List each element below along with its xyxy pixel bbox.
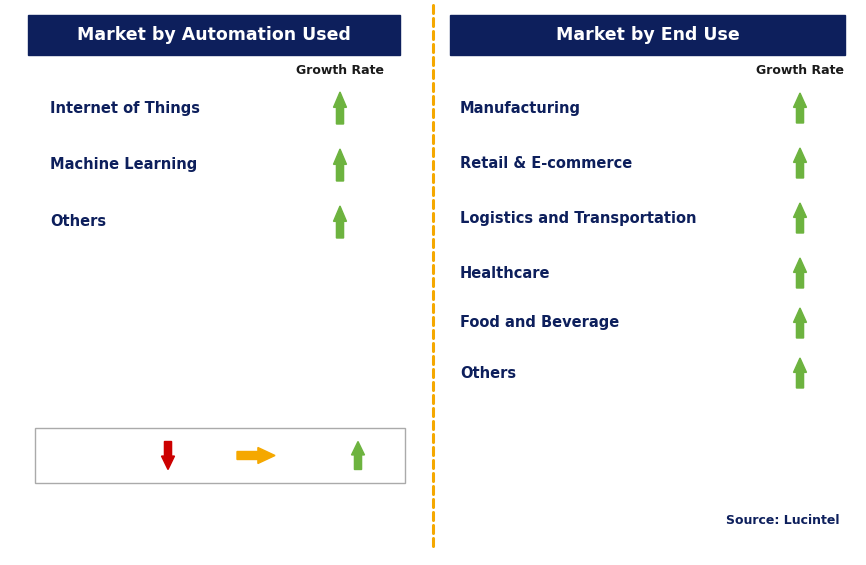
Text: Market by Automation Used: Market by Automation Used (77, 26, 351, 44)
Text: Food and Beverage: Food and Beverage (460, 315, 619, 331)
Polygon shape (793, 148, 806, 178)
Polygon shape (161, 441, 175, 470)
Polygon shape (793, 308, 806, 338)
Text: Others: Others (50, 215, 107, 229)
Polygon shape (333, 206, 346, 238)
Bar (28, 15, 400, 55)
Text: Negative: Negative (100, 433, 159, 446)
Text: Source: Lucintel: Source: Lucintel (727, 514, 840, 527)
Polygon shape (237, 447, 275, 463)
Text: Growth Rate: Growth Rate (296, 63, 384, 76)
Text: Internet of Things: Internet of Things (50, 101, 200, 115)
Polygon shape (793, 203, 806, 233)
Polygon shape (333, 92, 346, 124)
Polygon shape (793, 93, 806, 123)
Polygon shape (333, 149, 346, 181)
Polygon shape (793, 258, 806, 288)
Text: Machine Learning: Machine Learning (50, 158, 197, 172)
Polygon shape (352, 441, 365, 470)
Text: Retail & E-commerce: Retail & E-commerce (460, 155, 632, 171)
Text: (2024-30):: (2024-30): (43, 454, 113, 467)
Text: Market by End Use: Market by End Use (556, 26, 740, 44)
Text: Healthcare: Healthcare (460, 266, 551, 280)
Text: Flat: Flat (197, 433, 223, 446)
Text: Others: Others (460, 366, 516, 380)
Polygon shape (793, 358, 806, 388)
Text: Growing: Growing (284, 433, 339, 446)
Bar (450, 15, 845, 55)
Text: CAGR: CAGR (43, 433, 80, 446)
Text: Manufacturing: Manufacturing (460, 101, 581, 115)
Text: 0%-3%: 0%-3% (190, 454, 230, 467)
Text: Logistics and Transportation: Logistics and Transportation (460, 211, 696, 225)
Text: <0%: <0% (116, 454, 144, 467)
Text: >3%: >3% (298, 454, 326, 467)
Bar (35, 428, 405, 483)
Text: Growth Rate: Growth Rate (756, 63, 844, 76)
